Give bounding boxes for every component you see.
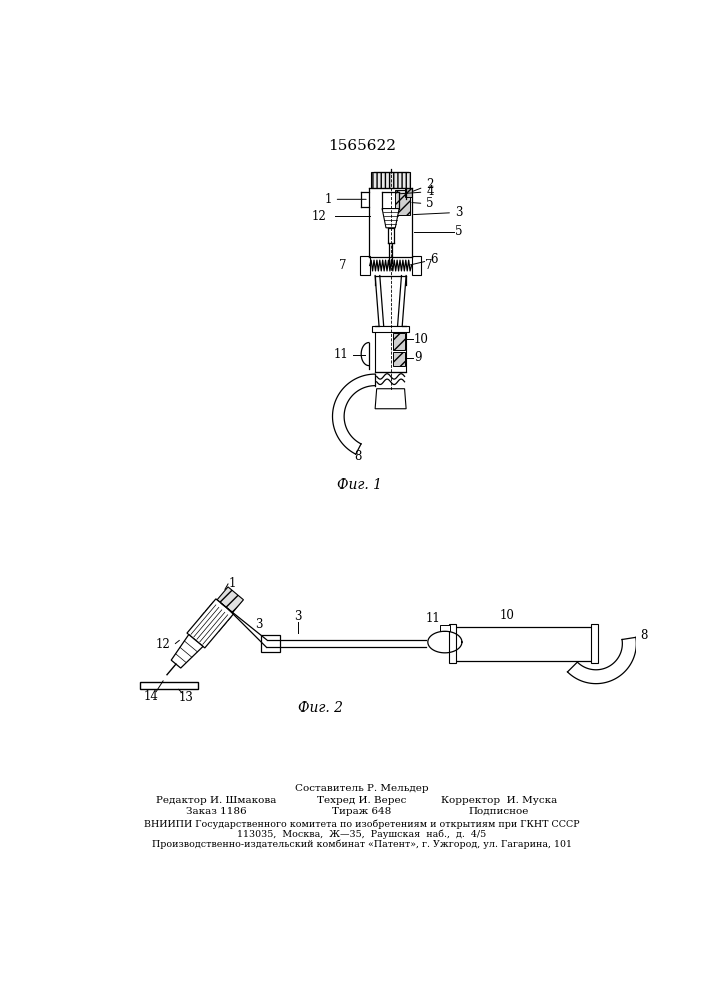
Bar <box>395 190 410 215</box>
Text: 1565622: 1565622 <box>328 139 396 153</box>
Text: 11: 11 <box>426 612 440 625</box>
Bar <box>440 625 450 631</box>
Polygon shape <box>206 607 227 626</box>
Bar <box>393 352 405 366</box>
Text: 113035,  Москва,  Ж—35,  Раушская  наб.,  д.  4/5: 113035, Москва, Ж—35, Раушская наб., д. … <box>238 829 486 839</box>
Text: Корректор  И. Муска: Корректор И. Муска <box>441 796 557 805</box>
Polygon shape <box>375 389 406 409</box>
Text: 10: 10 <box>414 333 428 346</box>
Text: 8: 8 <box>640 629 648 642</box>
Text: 9: 9 <box>414 351 421 364</box>
Text: Заказ 1186: Заказ 1186 <box>186 807 247 816</box>
Text: 14: 14 <box>144 690 159 703</box>
Text: 12: 12 <box>156 638 170 651</box>
Bar <box>404 188 412 197</box>
Text: 13: 13 <box>179 691 194 704</box>
Bar <box>411 256 421 275</box>
Text: 11: 11 <box>333 348 348 361</box>
Bar <box>261 635 280 652</box>
Bar <box>393 333 405 350</box>
Text: Фиг. 1: Фиг. 1 <box>337 478 382 492</box>
Polygon shape <box>217 587 243 613</box>
Polygon shape <box>187 599 234 648</box>
Text: 3: 3 <box>255 618 262 631</box>
Bar <box>449 624 456 663</box>
Text: Производственно-издательский комбинат «Патент», г. Ужгород, ул. Гагарина, 101: Производственно-издательский комбинат «П… <box>152 839 572 849</box>
Bar <box>590 624 597 663</box>
Bar <box>361 256 370 275</box>
Bar <box>140 682 198 689</box>
Text: 10: 10 <box>499 609 514 622</box>
Polygon shape <box>201 612 222 631</box>
Bar <box>371 172 410 188</box>
Text: Тираж 648: Тираж 648 <box>332 807 392 816</box>
Text: 6: 6 <box>410 253 438 266</box>
Text: 5: 5 <box>412 197 434 210</box>
Text: 8: 8 <box>354 450 361 463</box>
Text: ВНИИПИ Государственного комитета по изобретениям и открытиям при ГКНТ СССР: ВНИИПИ Государственного комитета по изоб… <box>144 819 580 829</box>
Text: Фиг. 2: Фиг. 2 <box>298 701 344 715</box>
Text: Подписное: Подписное <box>469 807 530 816</box>
Text: 1: 1 <box>229 577 236 590</box>
Text: 12: 12 <box>312 210 327 223</box>
Text: Техред И. Верес: Техред И. Верес <box>317 796 407 805</box>
Polygon shape <box>171 635 203 668</box>
Text: 1: 1 <box>325 193 366 206</box>
Bar <box>372 326 409 332</box>
Text: 7: 7 <box>339 259 346 272</box>
Text: 7: 7 <box>425 259 432 272</box>
Polygon shape <box>216 600 232 615</box>
Text: 4: 4 <box>400 185 434 198</box>
Text: Составитель Р. Мельдер: Составитель Р. Мельдер <box>295 784 428 793</box>
Bar <box>375 326 406 372</box>
Text: Редактор И. Шмакова: Редактор И. Шмакова <box>156 796 276 805</box>
Text: 5: 5 <box>455 225 462 238</box>
Text: 2: 2 <box>413 178 433 191</box>
Polygon shape <box>382 209 399 228</box>
Bar <box>452 627 592 661</box>
Polygon shape <box>210 602 231 621</box>
Text: 3: 3 <box>414 206 462 219</box>
Text: 3: 3 <box>294 610 301 623</box>
